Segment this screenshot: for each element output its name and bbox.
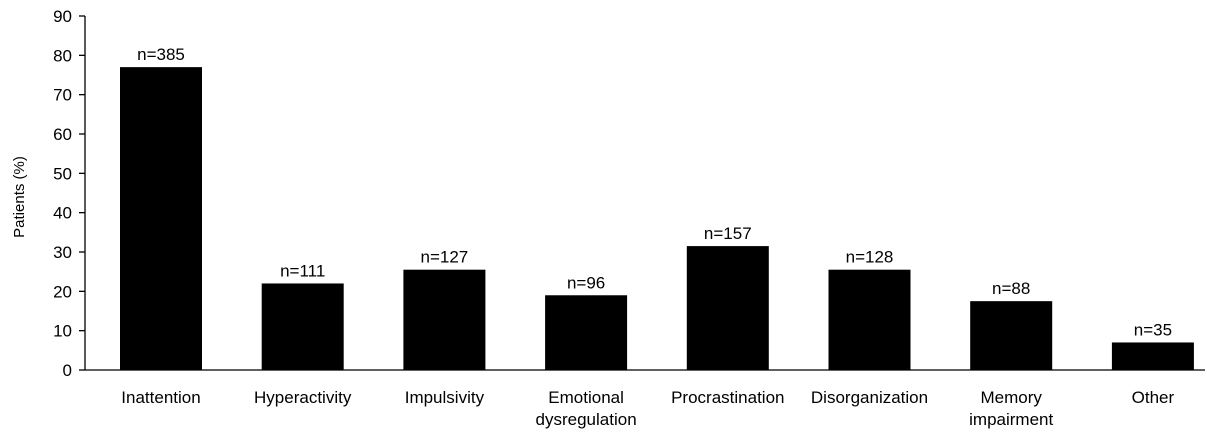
data-label: n=385 [137, 45, 185, 64]
data-label: n=127 [421, 248, 469, 267]
y-tick-label: 90 [53, 7, 72, 26]
y-tick-label: 30 [53, 243, 72, 262]
x-tick-label: Other [1132, 388, 1175, 407]
y-tick-label: 70 [53, 86, 72, 105]
x-tick-label: Inattention [121, 388, 200, 407]
bar [970, 301, 1053, 370]
y-tick-label: 20 [53, 282, 72, 301]
data-label: n=96 [567, 273, 605, 292]
bar [403, 269, 486, 370]
data-label: n=128 [846, 248, 894, 267]
x-tick-label: Impulsivity [405, 388, 485, 407]
bar [545, 295, 628, 370]
data-label: n=157 [704, 224, 752, 243]
x-tick-label: Procrastination [671, 388, 784, 407]
y-tick-label: 80 [53, 46, 72, 65]
bar [261, 283, 344, 370]
y-tick-label: 50 [53, 164, 72, 183]
y-tick-label: 0 [63, 361, 72, 380]
x-tick-label: Disorganization [811, 388, 928, 407]
data-label: n=88 [992, 279, 1030, 298]
y-tick-label: 40 [53, 204, 72, 223]
labels: n=385 Inattention n=111 Hyperactivity n=127 I… [121, 45, 1174, 429]
data-label: n=35 [1134, 320, 1172, 339]
x-tick-label: Hyperactivity [254, 388, 352, 407]
bars [120, 67, 1194, 370]
bar [686, 246, 769, 370]
y-tick-label: 60 [53, 125, 72, 144]
y-axis-title: Patients (%) [11, 156, 28, 238]
x-tick-label: Memory impairment [969, 388, 1053, 429]
bar [1111, 342, 1194, 370]
bar [120, 67, 202, 370]
data-label: n=111 [280, 261, 325, 280]
bar [828, 269, 911, 370]
x-tick-label: Emotional dysregulation [536, 388, 637, 429]
y-tick-label: 10 [53, 322, 72, 341]
